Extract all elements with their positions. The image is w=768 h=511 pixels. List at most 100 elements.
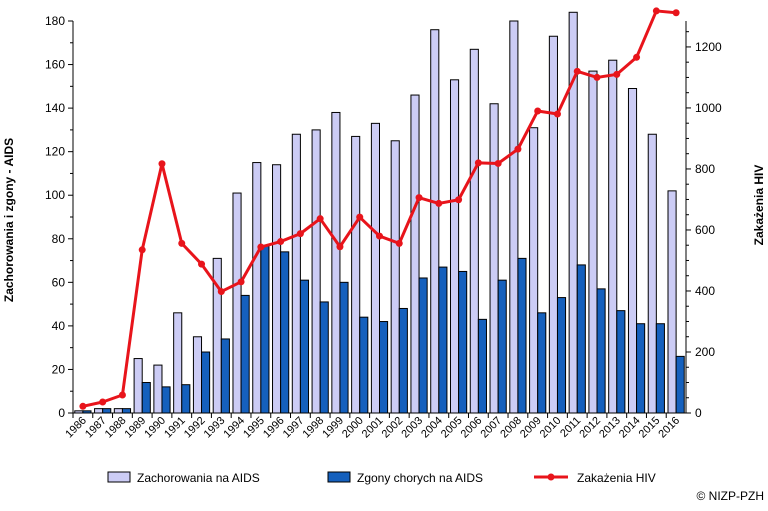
x-tick-label: 2002: [380, 415, 406, 441]
bar-deaths: [201, 351, 211, 414]
x-tick-label: 1990: [142, 415, 168, 441]
legend: Zachorowania na AIDS Zgony chorych na AI…: [107, 471, 656, 485]
bar-deaths: [379, 321, 389, 414]
hiv-point: [514, 145, 522, 153]
bar-aids: [232, 192, 242, 414]
hiv-point: [79, 402, 87, 410]
hiv-line: [79, 7, 680, 410]
hiv-point: [277, 238, 285, 246]
x-tick-label: 2015: [637, 415, 663, 441]
x-tick-label: 2013: [597, 415, 623, 441]
hiv-point: [652, 7, 660, 15]
bar-aids: [449, 79, 460, 414]
y-tick-label: 140: [45, 101, 65, 115]
bar-deaths: [181, 384, 191, 414]
hiv-point: [237, 278, 245, 286]
x-tick-label: 2010: [538, 415, 564, 441]
hiv-point: [633, 53, 641, 61]
hiv-point: [613, 70, 621, 78]
bar-deaths: [477, 318, 487, 414]
bar-aids: [608, 59, 618, 414]
y2-tick-label: 1000: [695, 101, 722, 115]
bar-aids: [311, 129, 321, 414]
x-tick-label: 1999: [320, 415, 346, 441]
bar-deaths: [220, 338, 230, 414]
bar-aids: [588, 70, 598, 414]
hiv-point: [356, 213, 364, 221]
x-tick-label: 2014: [617, 415, 643, 441]
bar-aids: [331, 111, 341, 414]
hiv-point: [573, 67, 581, 75]
bar-aids: [370, 122, 380, 414]
bar-deaths: [616, 310, 626, 414]
legend-label-deaths: Zgony chorych na AIDS: [357, 471, 483, 485]
bar-deaths: [260, 244, 270, 414]
y2-tick-label: 800: [695, 162, 715, 176]
y2-tick-label: 0: [695, 406, 702, 420]
hiv-point: [415, 194, 423, 202]
y-tick-label: 160: [45, 58, 65, 72]
bar-aids: [113, 408, 123, 414]
x-tick-label: 1996: [261, 415, 287, 441]
bar-aids: [667, 190, 677, 414]
x-tick-label: 2003: [399, 415, 425, 441]
y2-tick-label: 200: [695, 345, 715, 359]
x-tick-label: 1994: [221, 415, 247, 441]
x-tick-label: 2006: [459, 415, 485, 441]
legend-marker-hiv: [547, 473, 555, 481]
x-tick-label: 1995: [241, 415, 267, 441]
y-tick-label: 180: [45, 14, 65, 28]
hiv-point: [296, 230, 304, 238]
left-axis-label: Zachorowania i zgony - AIDS: [2, 138, 16, 302]
x-tick-label: 1988: [103, 415, 129, 441]
bar-deaths: [141, 382, 151, 414]
bar-deaths: [537, 312, 547, 414]
bar-deaths: [418, 277, 428, 414]
bar-aids: [430, 29, 440, 414]
bars: [74, 11, 685, 414]
bar-aids: [390, 140, 400, 414]
x-tick-label: 2009: [518, 415, 544, 441]
bar-deaths: [655, 323, 665, 414]
hiv-point: [593, 73, 601, 81]
bar-aids: [529, 127, 539, 414]
bar-aids: [153, 364, 163, 414]
bar-aids: [627, 88, 638, 414]
y-tick-label: 0: [58, 406, 65, 420]
x-tick-label: 2005: [439, 415, 465, 441]
bar-deaths: [102, 408, 112, 414]
hiv-point: [455, 196, 463, 204]
hiv-point: [158, 160, 166, 168]
bar-deaths: [576, 264, 586, 414]
bar-aids: [489, 103, 499, 414]
x-tick-label: 2016: [656, 415, 682, 441]
x-tick-label: 2012: [577, 415, 603, 441]
y2-tick-label: 600: [695, 223, 715, 237]
hiv-point: [217, 288, 225, 296]
legend-swatch-deaths: [327, 471, 351, 483]
x-tick-label: 2000: [340, 415, 366, 441]
bar-aids: [291, 133, 301, 414]
bar-deaths: [319, 301, 329, 414]
bar-deaths: [517, 257, 527, 414]
bar-deaths: [280, 251, 290, 414]
bar-aids: [272, 164, 282, 414]
hiv-point: [494, 159, 502, 167]
bar-deaths: [299, 279, 310, 414]
hiv-point: [474, 159, 482, 167]
hiv-point: [178, 239, 186, 247]
hiv-point: [672, 9, 680, 17]
copyright: © NIZP-PZH: [696, 489, 764, 503]
hiv-point: [336, 243, 344, 251]
bar-aids: [410, 94, 420, 414]
hiv-point: [198, 260, 206, 268]
bar-deaths: [240, 294, 250, 414]
bar-deaths: [458, 270, 468, 414]
bar-aids: [173, 312, 183, 414]
bar-deaths: [121, 408, 132, 414]
y-tick-label: 60: [52, 275, 66, 289]
x-tick-label: 1987: [83, 415, 109, 441]
y2-tick-label: 1200: [695, 40, 722, 54]
legend-label-hiv: Zakażenia HIV: [577, 471, 656, 485]
